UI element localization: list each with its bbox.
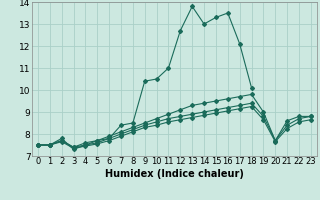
X-axis label: Humidex (Indice chaleur): Humidex (Indice chaleur): [105, 169, 244, 179]
